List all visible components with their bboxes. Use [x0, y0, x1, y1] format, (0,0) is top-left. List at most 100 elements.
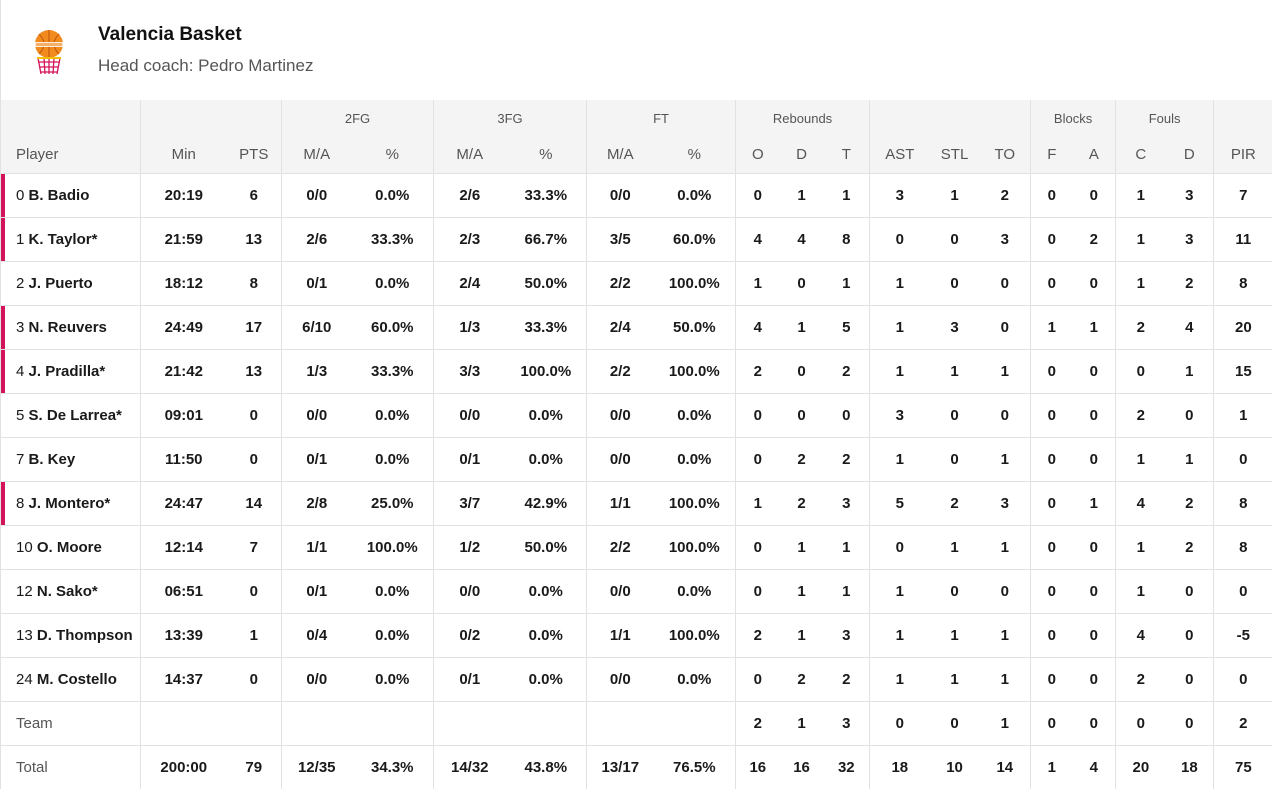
stat-cell: 0.0%	[653, 656, 736, 701]
player-number: 2	[16, 274, 25, 292]
stat-cell: 1	[869, 348, 930, 393]
player-cell[interactable]: 7 B. Key	[0, 436, 141, 481]
player-cell[interactable]: 10 O. Moore	[0, 524, 141, 569]
column-header[interactable]: O	[735, 136, 780, 173]
stat-cell: 2/4	[586, 304, 654, 349]
stat-cell	[351, 700, 434, 745]
stat-cell: 8	[823, 216, 870, 261]
stat-cell: 2	[735, 612, 780, 657]
stat-cell: 0/1	[433, 436, 506, 481]
group-empty	[0, 100, 141, 136]
stat-cell: 1	[779, 172, 824, 217]
stat-cell: 0	[1213, 568, 1272, 613]
column-header[interactable]: %	[351, 136, 434, 173]
player-name[interactable]: J. Pradilla*	[28, 362, 106, 380]
column-header[interactable]: Min	[140, 136, 227, 173]
stat-cell: 21:42	[140, 348, 227, 393]
stat-cell: 0	[1072, 568, 1116, 613]
column-header[interactable]: D	[1165, 136, 1214, 173]
stat-cell: 0.0%	[653, 436, 736, 481]
player-name[interactable]: N. Sako*	[36, 582, 98, 600]
player-row: 24 M. Costello 14:37 0 0/0 0.0% 0/1 0.0% 0/0 0.0…	[0, 656, 1272, 701]
player-name[interactable]: K. Taylor*	[28, 230, 98, 248]
stat-cell	[586, 700, 654, 745]
stat-cell: 0	[929, 392, 980, 437]
player-name[interactable]: O. Moore	[36, 538, 102, 556]
player-name[interactable]: N. Reuvers	[28, 318, 107, 336]
stat-cell: 3	[979, 480, 1031, 525]
stat-cell: 0	[1213, 656, 1272, 701]
column-header[interactable]: %	[653, 136, 736, 173]
player-name[interactable]: S. De Larrea*	[28, 406, 122, 424]
player-name[interactable]: M. Costello	[36, 670, 117, 688]
player-name[interactable]: D. Thompson	[36, 626, 133, 644]
player-cell[interactable]: 4 J. Pradilla*	[0, 348, 141, 393]
stat-cell: 1	[1165, 348, 1214, 393]
column-header[interactable]: F	[1030, 136, 1073, 173]
stat-cell: 2/2	[586, 524, 654, 569]
player-cell[interactable]: 12 N. Sako*	[0, 568, 141, 613]
column-header[interactable]: D	[779, 136, 824, 173]
stat-cell: 0/4	[281, 612, 352, 657]
column-header[interactable]: Player	[0, 136, 141, 173]
player-cell[interactable]: 3 N. Reuvers	[0, 304, 141, 349]
stat-cell: 0	[1165, 392, 1214, 437]
player-rows: 0 B. Badio 20:19 6 0/0 0.0% 2/6 33.3% 0/0 0.0% 0 1…	[0, 172, 1272, 789]
player-name[interactable]: J. Puerto	[28, 274, 93, 292]
stat-cell: 50.0%	[505, 524, 587, 569]
player-cell[interactable]: 13 D. Thompson	[0, 612, 141, 657]
stat-cell: 100.0%	[653, 480, 736, 525]
stat-cell: 2/6	[433, 172, 506, 217]
column-header[interactable]: TO	[979, 136, 1031, 173]
column-header[interactable]: AST	[869, 136, 930, 173]
stat-cell: 0	[1072, 260, 1116, 305]
column-header[interactable]: A	[1072, 136, 1116, 173]
player-cell[interactable]: 1 K. Taylor*	[0, 216, 141, 261]
player-cell[interactable]: 5 S. De Larrea*	[0, 392, 141, 437]
stat-cell: 1	[1115, 260, 1166, 305]
stat-cell: 13	[226, 216, 282, 261]
stat-cell: 06:51	[140, 568, 227, 613]
stat-cell: 1	[823, 260, 870, 305]
player-name[interactable]: B. Key	[28, 450, 76, 468]
stat-cell: 10	[929, 744, 980, 789]
stat-cell: 0.0%	[505, 436, 587, 481]
stat-cell: 1	[929, 348, 980, 393]
player-name[interactable]: J. Montero*	[28, 494, 111, 512]
stat-cell: 0/0	[586, 568, 654, 613]
player-cell[interactable]: 2 J. Puerto	[0, 260, 141, 305]
column-header[interactable]: PIR	[1213, 136, 1272, 173]
stat-cell: 200:00	[140, 744, 227, 789]
stat-cell: 3/5	[586, 216, 654, 261]
player-name[interactable]: B. Badio	[28, 186, 90, 204]
stat-cell: 1	[1165, 436, 1214, 481]
player-row: 7 B. Key 11:50 0 0/1 0.0% 0/1 0.0% 0/0 0.0% 0 2 2 1 0…	[0, 436, 1272, 481]
column-header[interactable]: %	[505, 136, 587, 173]
stat-cell: 2	[779, 436, 824, 481]
stat-cell: 100.0%	[351, 524, 434, 569]
stat-cell: 7	[226, 524, 282, 569]
column-header[interactable]: C	[1115, 136, 1166, 173]
column-header[interactable]: T	[823, 136, 870, 173]
stat-cell: 1	[1115, 568, 1166, 613]
column-header[interactable]: M/A	[586, 136, 654, 173]
stat-cell: 5	[869, 480, 930, 525]
stat-cell: 50.0%	[653, 304, 736, 349]
stat-cell: 2	[1165, 524, 1214, 569]
stat-cell: 1	[869, 304, 930, 349]
stat-cell: 100.0%	[653, 524, 736, 569]
stat-cell: 2/3	[433, 216, 506, 261]
stat-cell: 1	[979, 348, 1031, 393]
stat-cell: 6/10	[281, 304, 352, 349]
player-cell[interactable]: 0 B. Badio	[0, 172, 141, 217]
column-header[interactable]: M/A	[433, 136, 506, 173]
stat-cell: 18	[869, 744, 930, 789]
column-header[interactable]: M/A	[281, 136, 352, 173]
column-header[interactable]: STL	[929, 136, 980, 173]
player-cell[interactable]: 24 M. Costello	[0, 656, 141, 701]
stat-cell: 0	[779, 260, 824, 305]
stat-cell: 0	[1165, 656, 1214, 701]
column-header[interactable]: PTS	[226, 136, 282, 173]
group-rebounds: Rebounds	[735, 100, 870, 136]
player-cell[interactable]: 8 J. Montero*	[0, 480, 141, 525]
